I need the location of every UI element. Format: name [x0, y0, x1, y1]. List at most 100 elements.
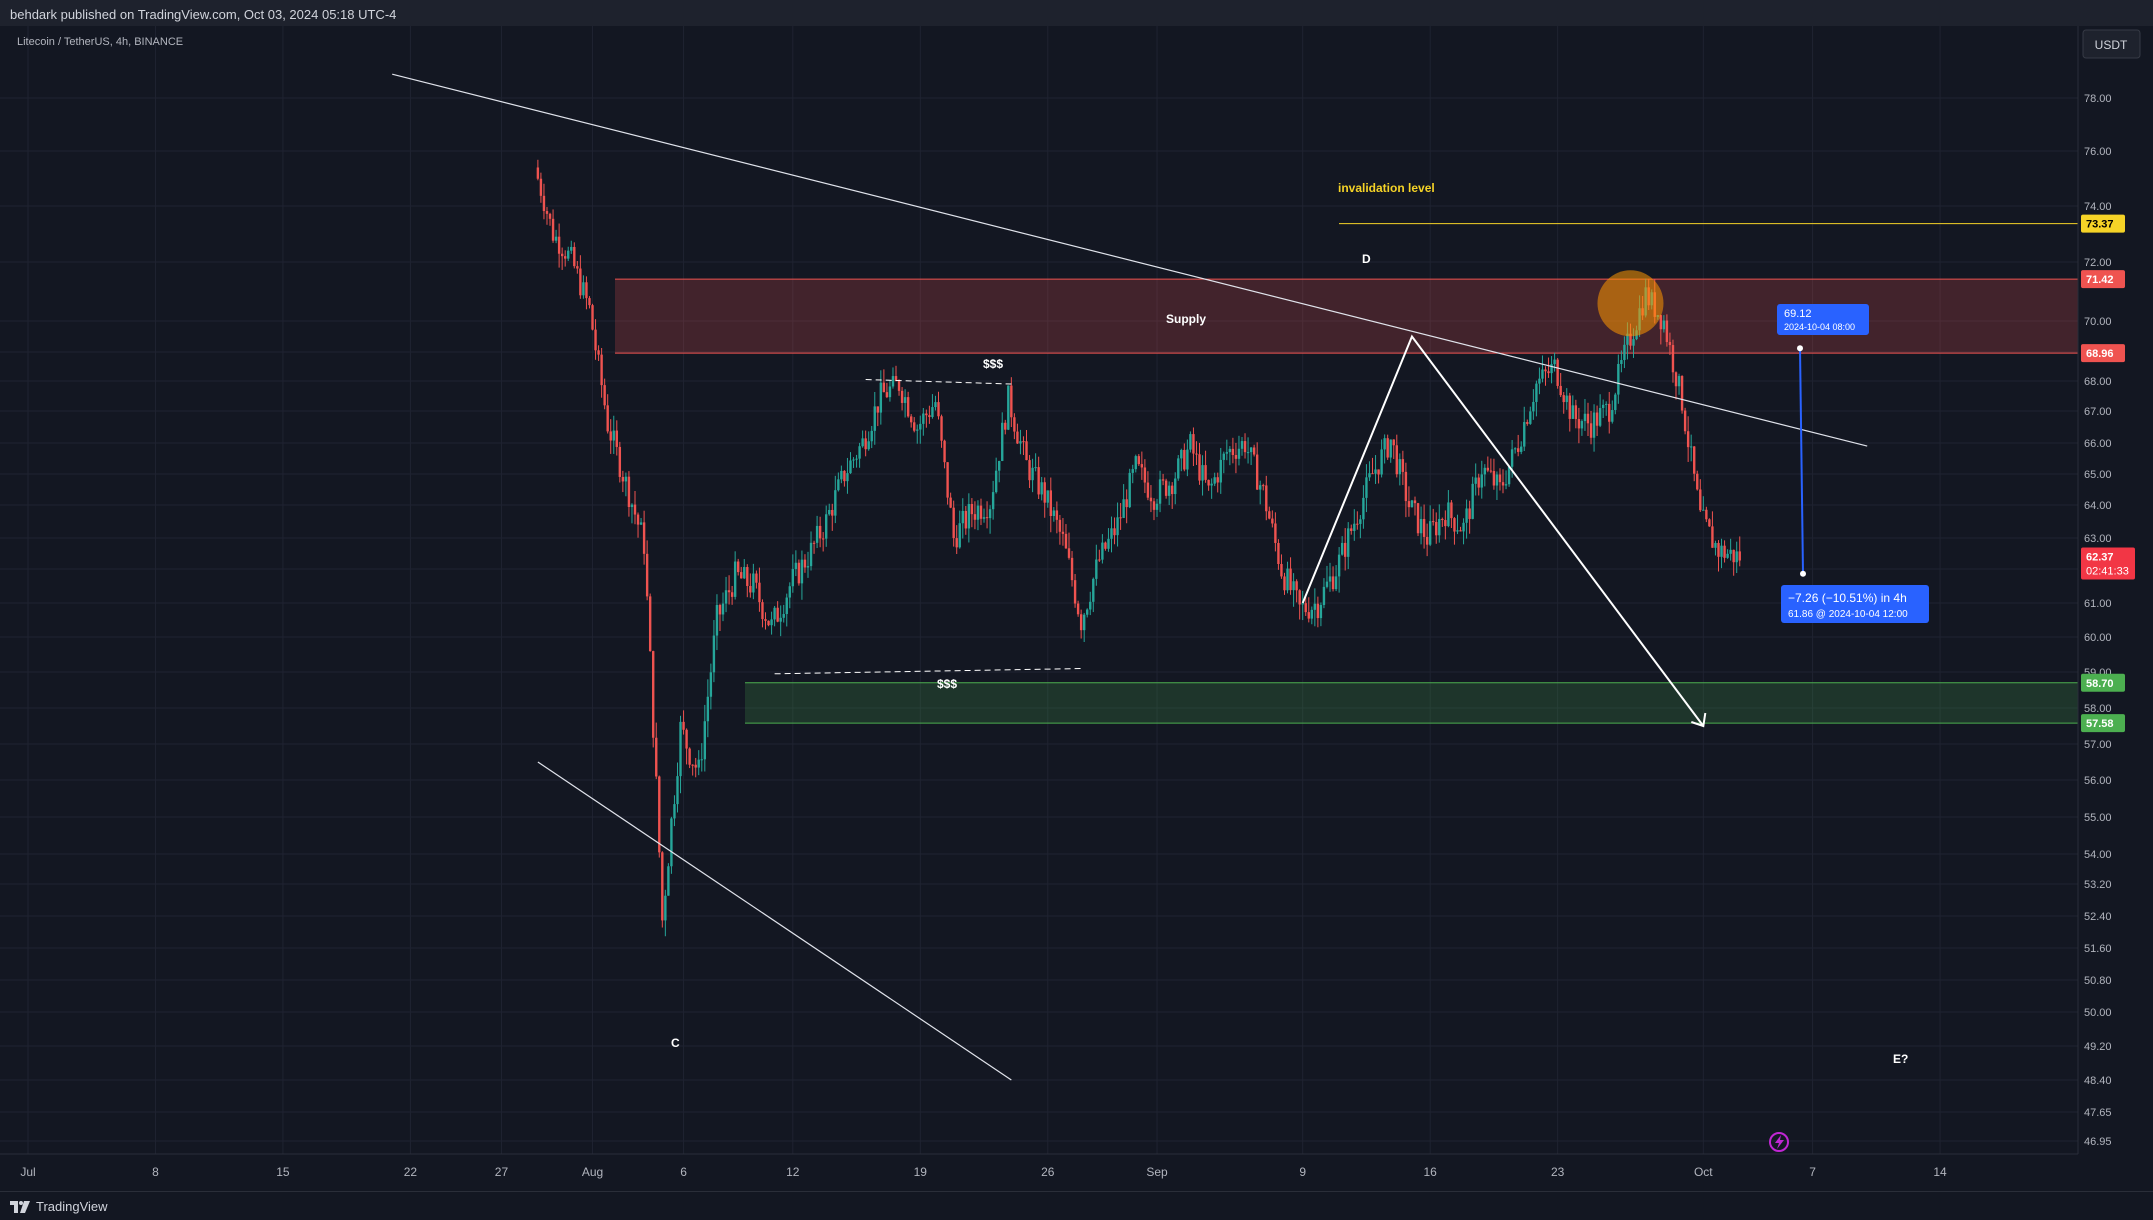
candle-body [1325, 581, 1329, 587]
zones [615, 223, 2078, 724]
candle-body [749, 585, 752, 593]
candle-body [1356, 523, 1359, 525]
candle-body [1265, 485, 1268, 512]
time-axis[interactable]: Jul 8 15 22 27 Aug 6 12 19 26 Sep 9 16 23 Oct 7 14 [0, 1153, 2078, 1179]
candle-body [1167, 485, 1171, 496]
candle-body [1477, 477, 1480, 488]
candle-body [1626, 333, 1629, 345]
currency-button[interactable] [2082, 29, 2141, 59]
candle-body [591, 305, 594, 330]
x-tick-label: 12 [786, 1165, 800, 1179]
chart-area[interactable]: Litecoin / TetherUS, 4h, BINANCE invalid… [0, 26, 2153, 1191]
candle-body [1243, 441, 1247, 453]
invalidation-label: invalidation level [1338, 181, 1435, 195]
liquidity-bottom-line [774, 668, 1085, 675]
x-tick-label: 27 [495, 1165, 509, 1179]
candle-body [1137, 456, 1141, 465]
candle-body [557, 236, 561, 254]
candle-body [548, 213, 552, 219]
candle-body [1386, 438, 1389, 458]
candle-body [703, 721, 707, 760]
candle-body [1061, 531, 1065, 534]
candle-body [876, 406, 879, 413]
candle-body [1013, 417, 1016, 432]
candle-body [840, 470, 843, 480]
candle-body [1119, 517, 1122, 519]
measure-bottom-change: −7.26 (−10.51%) in 4h [1788, 591, 1907, 605]
candle-body [1529, 411, 1532, 424]
candle-body [1010, 385, 1013, 418]
x-tick-label: 8 [152, 1165, 159, 1179]
candle-body [1425, 536, 1429, 545]
candle-body [1049, 490, 1052, 517]
candle-body [794, 562, 798, 570]
x-tick-label: 14 [1933, 1165, 1947, 1179]
candle-body [1295, 581, 1298, 591]
candle-body [1668, 342, 1672, 346]
candle-body [1116, 517, 1119, 536]
candle-body [1699, 489, 1702, 511]
candle-body [1331, 576, 1335, 590]
candle-body [961, 510, 964, 524]
candle-body [1161, 479, 1165, 481]
candle-body [1513, 448, 1517, 450]
chart-svg[interactable]: Litecoin / TetherUS, 4h, BINANCE invalid… [0, 26, 2153, 1191]
candle-body [1186, 449, 1189, 470]
candle-body [1225, 452, 1229, 454]
price-axis[interactable]: USDT 78.0076.0074.0072.0070.0069.0068.00… [2077, 26, 2153, 1154]
candle-body [600, 354, 603, 386]
candle-body [1544, 369, 1547, 372]
candle-body [1714, 542, 1717, 548]
x-tick-label: 6 [680, 1165, 687, 1179]
candle-body [818, 525, 822, 539]
candle-body [1350, 528, 1353, 531]
candle-body [1459, 530, 1462, 532]
candle-body [579, 268, 582, 296]
candle-body [1316, 603, 1320, 619]
footer-bar: TradingView [0, 1191, 2153, 1220]
publish-info: behdark published on TradingView.com, Oc… [10, 7, 397, 22]
candle-body [1134, 456, 1137, 470]
candle-body [1407, 501, 1411, 508]
candle-body [1395, 445, 1398, 475]
candle-body [682, 721, 685, 730]
candle-body [712, 635, 716, 673]
measure-bottom-box[interactable]: −7.26 (−10.51%) in 4h 61.86 @ 2024-10-04… [1781, 585, 1929, 623]
tradingview-logo[interactable]: TradingView [10, 1199, 108, 1214]
candle-body [1219, 459, 1222, 483]
candle-body [1595, 412, 1599, 426]
candle-body [1729, 549, 1732, 554]
candle-body [730, 592, 734, 597]
measure-top-box[interactable]: 69.12 2024-10-04 08:00 [1777, 304, 1869, 335]
candle-body [1101, 542, 1104, 560]
candle-body [1095, 559, 1098, 579]
candle-body [1547, 371, 1550, 374]
candle-body [1216, 477, 1219, 483]
candle-body [1580, 421, 1584, 429]
flash-icon[interactable] [1769, 1132, 1789, 1152]
candle-body [1280, 564, 1283, 577]
candle-body [1723, 545, 1726, 558]
candle-body [776, 607, 779, 622]
candle-body [1174, 478, 1177, 495]
candle-body [779, 617, 782, 622]
candle-body [630, 504, 634, 507]
candle-body [1001, 422, 1004, 461]
projection-arrowhead [1691, 712, 1707, 728]
candle-body [1334, 576, 1338, 590]
candle-body [1283, 576, 1286, 591]
candle-body [740, 572, 743, 579]
candle-body [1231, 448, 1235, 455]
candle-body [940, 416, 943, 441]
candle-body [1435, 521, 1438, 536]
price-label: 58.70 [2086, 678, 2114, 690]
y-tick-label: 52.40 [2084, 911, 2112, 923]
candle-body [852, 459, 855, 461]
y-tick-label: 68.00 [2084, 376, 2112, 388]
price-label-box [2081, 344, 2125, 363]
candle-body [1198, 454, 1201, 481]
candle-body [733, 561, 737, 597]
candle-body [1034, 467, 1037, 469]
candle-body [536, 167, 540, 179]
price-label-box [2081, 270, 2125, 289]
